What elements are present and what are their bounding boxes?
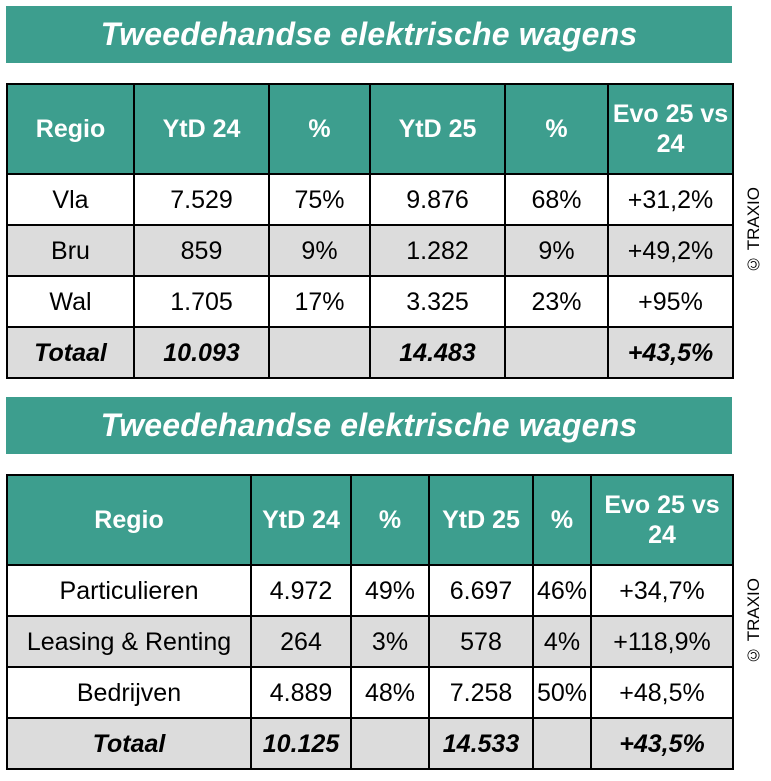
table2-header-row: Regio YtD 24 % YtD 25 % Evo 25 vs 24 bbox=[6, 474, 734, 566]
col-header-ytd25: YtD 25 bbox=[369, 83, 506, 175]
col-header-evo: Evo 25 vs 24 bbox=[607, 83, 734, 175]
cell-ytd25: 578 bbox=[428, 615, 534, 668]
table1-title: Tweedehandse elektrische wagens bbox=[6, 6, 732, 63]
cell-pct24: 9% bbox=[268, 224, 371, 277]
table-row: Bedrijven 4.889 48% 7.258 50% +48,5% bbox=[6, 666, 734, 719]
cell-ytd24: 4.972 bbox=[250, 564, 352, 617]
cell-total-pct24 bbox=[268, 326, 371, 379]
cell-evo: +31,2% bbox=[607, 173, 734, 226]
col-header-regio: Regio bbox=[6, 474, 252, 566]
cell-total-pct25 bbox=[504, 326, 609, 379]
table-row: Bru 859 9% 1.282 9% +49,2% bbox=[6, 224, 734, 277]
cell-regio: Vla bbox=[6, 173, 135, 226]
cell-ytd25: 9.876 bbox=[369, 173, 506, 226]
cell-ytd25: 1.282 bbox=[369, 224, 506, 277]
cell-evo: +118,9% bbox=[590, 615, 734, 668]
cell-total-evo: +43,5% bbox=[590, 717, 734, 770]
cell-ytd24: 1.705 bbox=[133, 275, 270, 328]
cell-total-pct24 bbox=[350, 717, 430, 770]
table1-header-row: Regio YtD 24 % YtD 25 % Evo 25 vs 24 bbox=[6, 83, 734, 175]
cell-pct25: 9% bbox=[504, 224, 609, 277]
cell-ytd24: 4.889 bbox=[250, 666, 352, 719]
col-header-pct25: % bbox=[504, 83, 609, 175]
cell-pct24: 3% bbox=[350, 615, 430, 668]
cell-regio: Bru bbox=[6, 224, 135, 277]
table-row: Wal 1.705 17% 3.325 23% +95% bbox=[6, 275, 734, 328]
table-row: Particulieren 4.972 49% 6.697 46% +34,7% bbox=[6, 564, 734, 617]
cell-ytd25: 6.697 bbox=[428, 564, 534, 617]
cell-total-label: Totaal bbox=[6, 326, 135, 379]
col-header-ytd25: YtD 25 bbox=[428, 474, 534, 566]
table-row: Leasing & Renting 264 3% 578 4% +118,9% bbox=[6, 615, 734, 668]
cell-ytd25: 7.258 bbox=[428, 666, 534, 719]
table1: Regio YtD 24 % YtD 25 % Evo 25 vs 24 Vla… bbox=[6, 83, 734, 379]
cell-ytd25: 3.325 bbox=[369, 275, 506, 328]
cell-ytd24: 264 bbox=[250, 615, 352, 668]
col-header-pct25: % bbox=[532, 474, 592, 566]
cell-pct24: 48% bbox=[350, 666, 430, 719]
copyright-label: © TRAXIO bbox=[744, 186, 763, 274]
table2-title: Tweedehandse elektrische wagens bbox=[6, 397, 732, 454]
cell-pct24: 17% bbox=[268, 275, 371, 328]
cell-ytd24: 7.529 bbox=[133, 173, 270, 226]
total-row: Totaal 10.093 14.483 +43,5% bbox=[6, 326, 734, 379]
cell-evo: +48,5% bbox=[590, 666, 734, 719]
cell-regio: Particulieren bbox=[6, 564, 252, 617]
total-row: Totaal 10.125 14.533 +43,5% bbox=[6, 717, 734, 770]
col-header-ytd24: YtD 24 bbox=[250, 474, 352, 566]
cell-evo: +49,2% bbox=[607, 224, 734, 277]
table2: Regio YtD 24 % YtD 25 % Evo 25 vs 24 Par… bbox=[6, 474, 734, 770]
cell-pct24: 49% bbox=[350, 564, 430, 617]
col-header-pct24: % bbox=[268, 83, 371, 175]
cell-evo: +95% bbox=[607, 275, 734, 328]
cell-pct24: 75% bbox=[268, 173, 371, 226]
col-header-evo: Evo 25 vs 24 bbox=[590, 474, 734, 566]
cell-total-evo: +43,5% bbox=[607, 326, 734, 379]
col-header-pct24: % bbox=[350, 474, 430, 566]
cell-total-pct25 bbox=[532, 717, 592, 770]
table-row: Vla 7.529 75% 9.876 68% +31,2% bbox=[6, 173, 734, 226]
copyright-label: © TRAXIO bbox=[744, 577, 763, 665]
cell-total-ytd25: 14.483 bbox=[369, 326, 506, 379]
cell-total-label: Totaal bbox=[6, 717, 252, 770]
cell-regio: Bedrijven bbox=[6, 666, 252, 719]
cell-pct25: 23% bbox=[504, 275, 609, 328]
cell-evo: +34,7% bbox=[590, 564, 734, 617]
cell-total-ytd24: 10.125 bbox=[250, 717, 352, 770]
cell-regio: Wal bbox=[6, 275, 135, 328]
cell-pct25: 68% bbox=[504, 173, 609, 226]
col-header-ytd24: YtD 24 bbox=[133, 83, 270, 175]
cell-ytd24: 859 bbox=[133, 224, 270, 277]
cell-regio: Leasing & Renting bbox=[6, 615, 252, 668]
cell-pct25: 4% bbox=[532, 615, 592, 668]
col-header-regio: Regio bbox=[6, 83, 135, 175]
cell-pct25: 46% bbox=[532, 564, 592, 617]
cell-total-ytd24: 10.093 bbox=[133, 326, 270, 379]
cell-pct25: 50% bbox=[532, 666, 592, 719]
cell-total-ytd25: 14.533 bbox=[428, 717, 534, 770]
